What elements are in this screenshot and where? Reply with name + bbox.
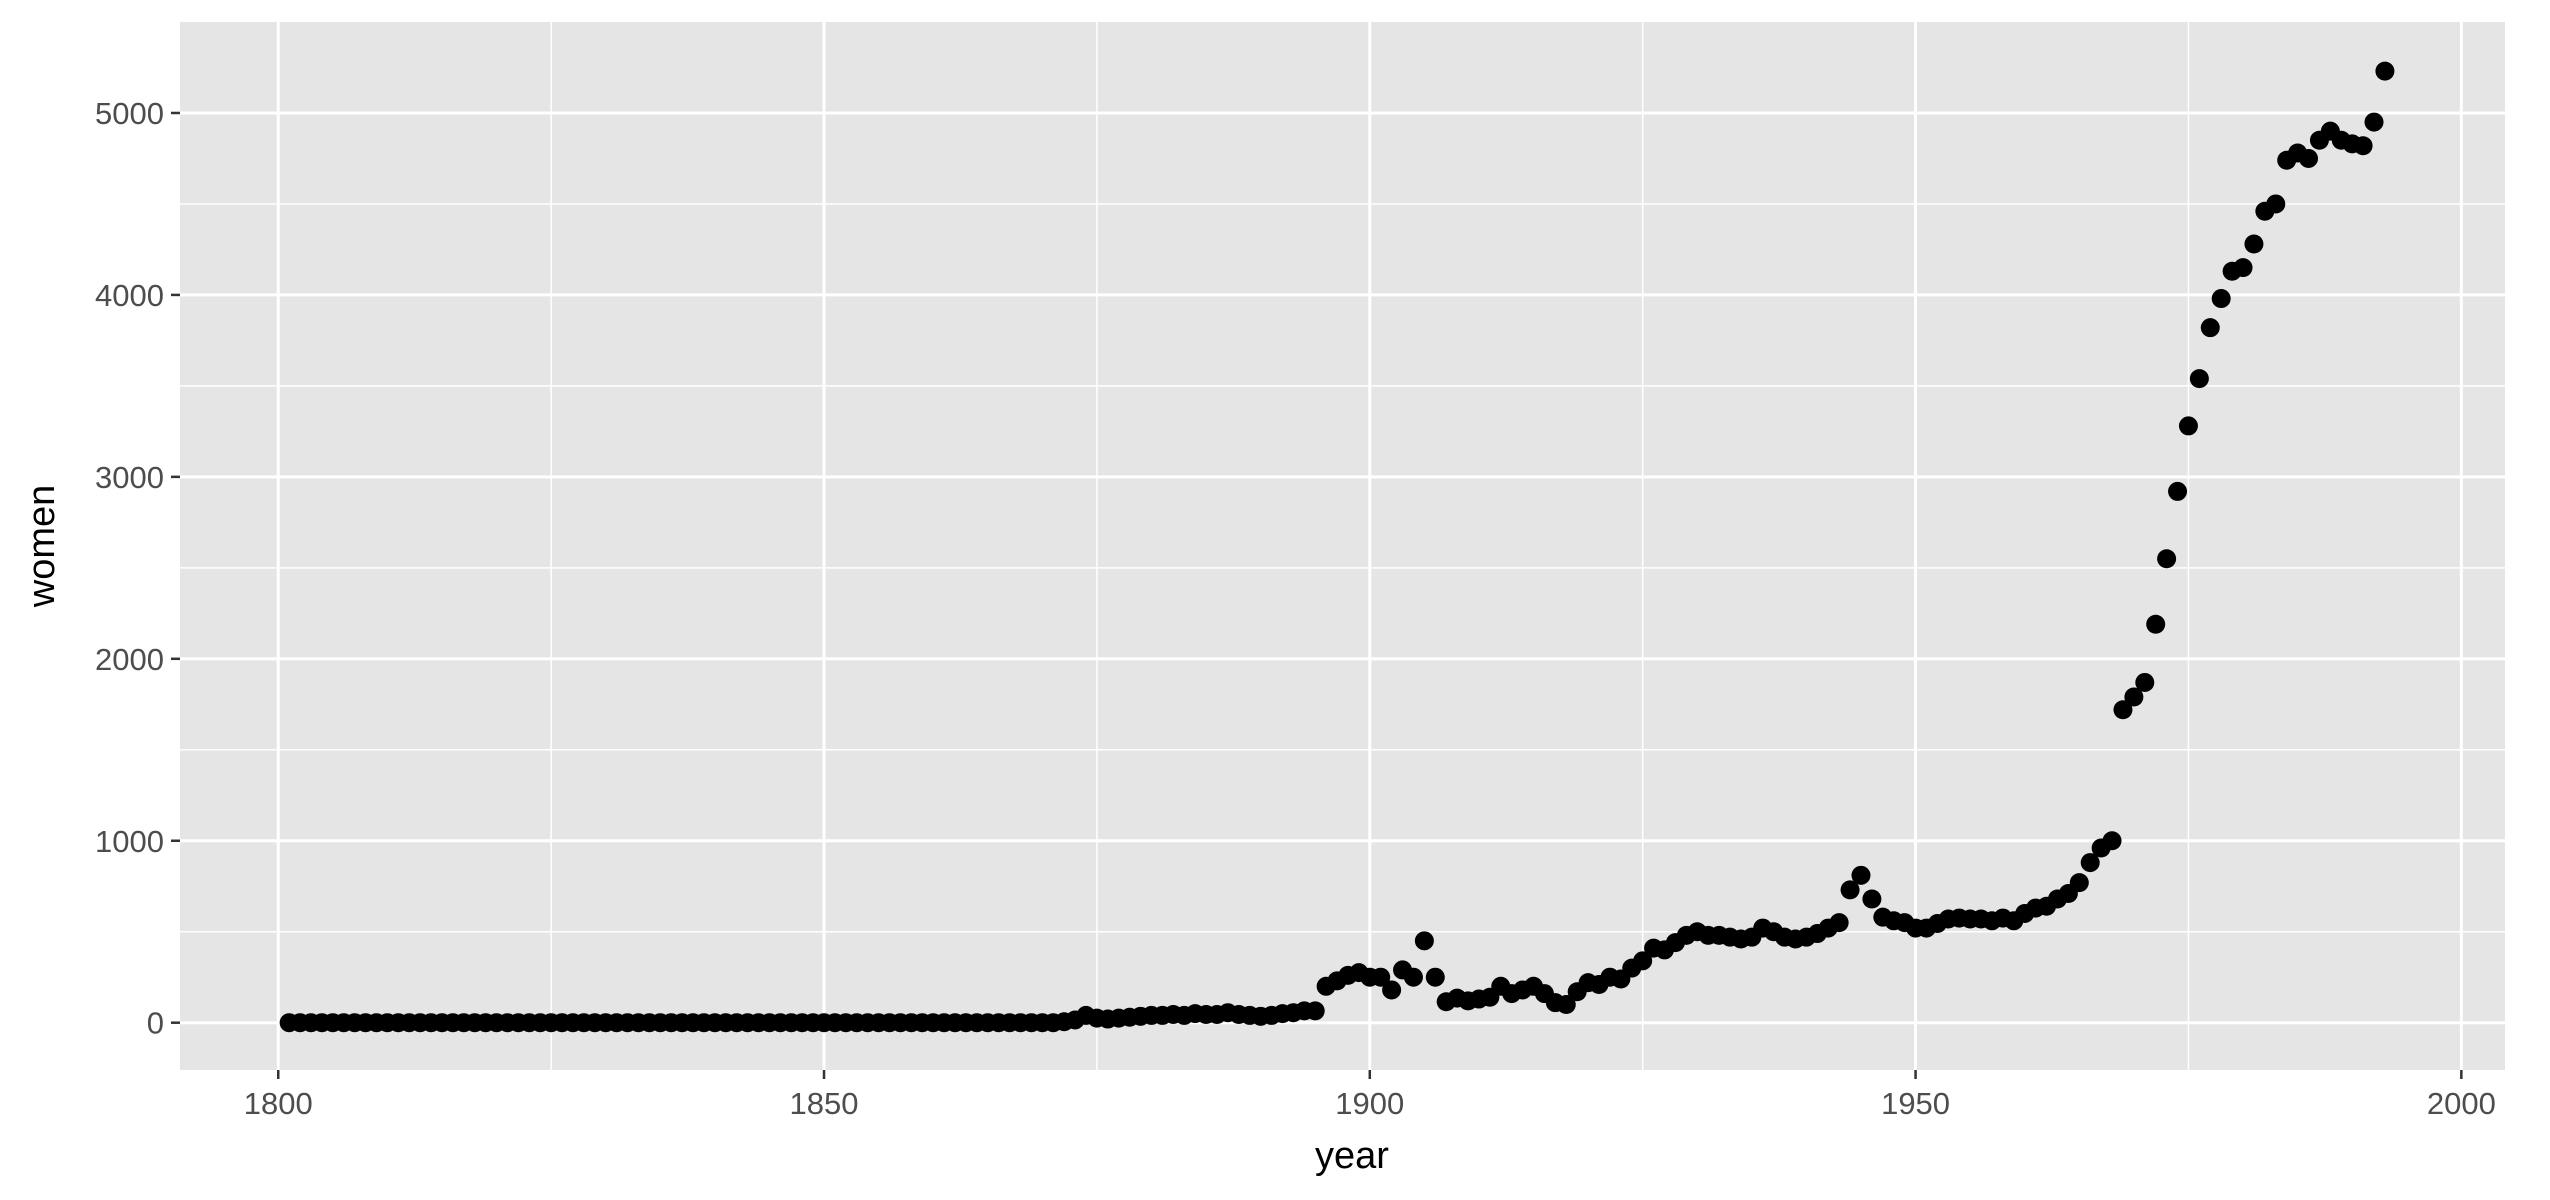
y-tick-label: 2000 (95, 642, 164, 677)
data-point (2299, 148, 2319, 168)
x-tick-label: 1950 (1881, 1086, 1950, 1121)
plot-panel (180, 22, 2505, 1070)
data-point (1425, 967, 1445, 987)
y-tick-label: 3000 (95, 460, 164, 495)
data-point (2375, 61, 2395, 81)
data-point (1403, 967, 1423, 987)
data-point (2124, 687, 2144, 707)
x-axis-ticks: 1800 1850 1900 1950 2000 (244, 1070, 2496, 1121)
data-point (2353, 136, 2373, 156)
data-point (2157, 549, 2177, 569)
y-tick-label: 1000 (95, 824, 164, 859)
data-point (2211, 289, 2231, 309)
minor-gridlines (180, 22, 2505, 1070)
data-point (1556, 995, 1576, 1014)
data-point (2266, 194, 2286, 214)
data-point (1862, 889, 1882, 909)
data-point (2113, 700, 2133, 720)
data-point (2244, 234, 2264, 254)
data-point (2233, 258, 2253, 278)
data-point (2168, 481, 2188, 501)
x-axis-title: year (1315, 1135, 1389, 1177)
data-point (1305, 1001, 1325, 1021)
data-point (1633, 951, 1653, 971)
data-point (1829, 913, 1849, 933)
data-point (1371, 967, 1391, 987)
y-axis-title: women (21, 485, 63, 609)
major-gridlines (180, 22, 2505, 1070)
x-tick-label: 1850 (790, 1086, 859, 1121)
data-point (1840, 880, 1860, 900)
data-point (2146, 614, 2166, 634)
y-tick-label: 0 (147, 1006, 164, 1041)
data-point (1851, 865, 1871, 885)
data-point (2200, 318, 2220, 338)
data-point (1414, 931, 1434, 951)
y-axis-ticks: 0 1000 2000 3000 4000 5000 (95, 96, 180, 1041)
data-point (1382, 980, 1402, 1000)
data-point (2189, 369, 2209, 389)
data-point (2135, 672, 2155, 692)
y-tick-label: 4000 (95, 278, 164, 313)
x-tick-label: 1900 (1335, 1086, 1404, 1121)
data-points (279, 61, 2395, 1033)
data-point (2102, 831, 2122, 851)
x-tick-label: 1800 (244, 1086, 313, 1121)
data-point (2364, 112, 2384, 132)
x-tick-label: 2000 (2427, 1086, 2496, 1121)
data-point (2178, 416, 2198, 436)
data-point (2069, 873, 2089, 893)
data-point (2080, 853, 2100, 873)
y-tick-label: 5000 (95, 96, 164, 131)
